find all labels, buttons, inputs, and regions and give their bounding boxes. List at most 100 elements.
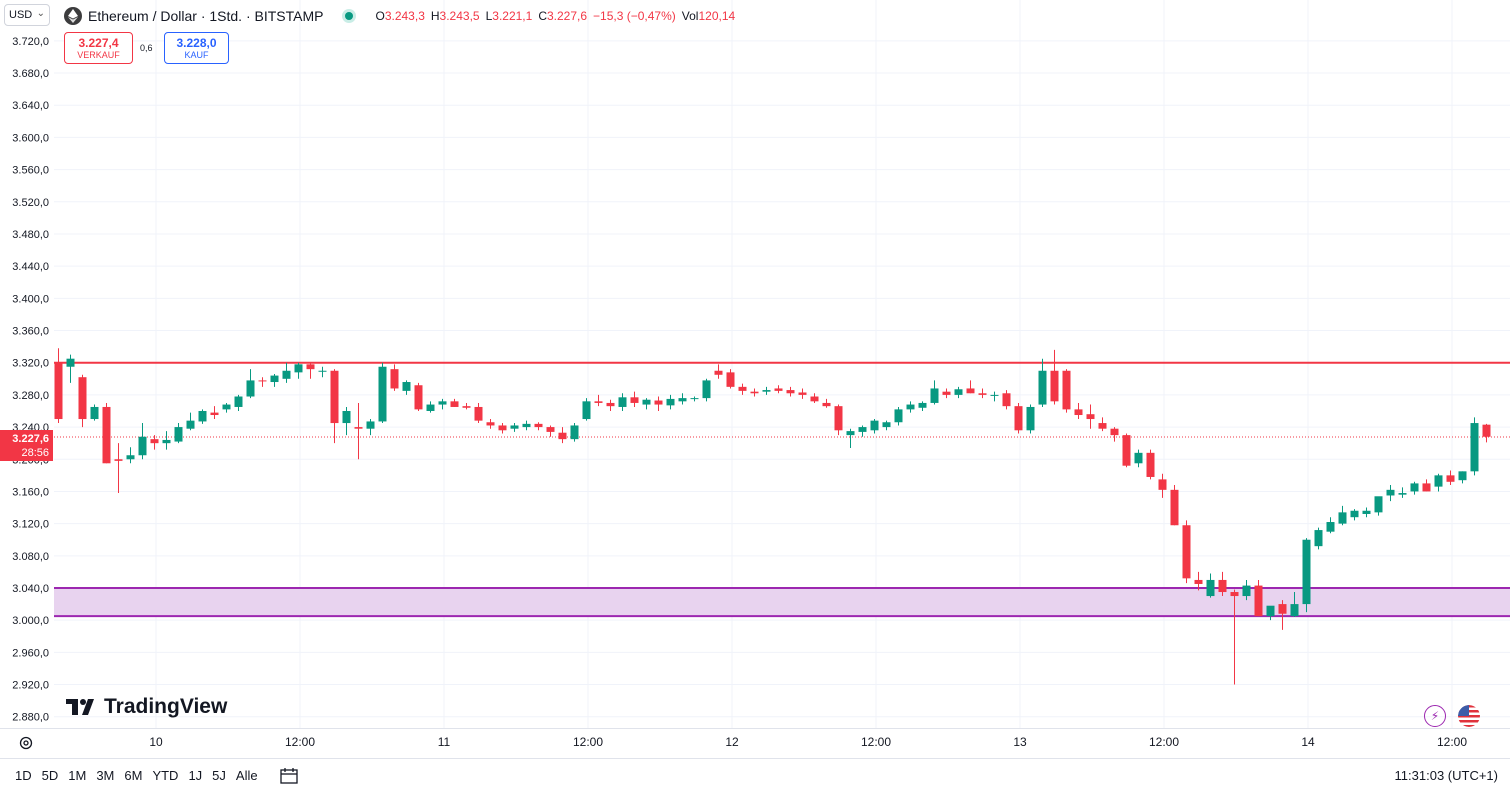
tradingview-logo[interactable]: TradingView — [66, 695, 227, 719]
y-tick-label: 3.000,0 — [12, 615, 49, 627]
x-tick-label: 11 — [438, 735, 451, 749]
range-selector: 1D 5D 1M 3M 6M YTD 1J 5J Alle — [10, 768, 263, 783]
x-tick-label: 12:00 — [1437, 735, 1467, 749]
candle-body — [1350, 510, 1359, 518]
open-label: O — [375, 9, 385, 23]
close-label: C — [538, 9, 547, 23]
y-tick-label: 3.640,0 — [12, 100, 49, 112]
candle-body — [1338, 512, 1347, 524]
candle-body — [594, 401, 603, 403]
candle-body — [1182, 525, 1191, 579]
candle-body — [942, 391, 951, 395]
candle-body — [630, 397, 639, 403]
candle-body — [246, 380, 255, 397]
candle-body — [1230, 592, 1239, 597]
candle-body — [414, 385, 423, 410]
y-tick-label: 3.360,0 — [12, 326, 49, 338]
candle-body — [1482, 424, 1491, 437]
x-tick-label: 12 — [725, 735, 739, 749]
low-value: 3.221,1 — [492, 9, 533, 23]
range-button-1j[interactable]: 1J — [188, 768, 203, 783]
symbol-title[interactable]: Ethereum / Dollar · 1Std. · BITSTAMP — [88, 8, 324, 24]
candle-body — [510, 425, 519, 429]
lightning-icon[interactable]: ⚡ — [1424, 705, 1446, 727]
y-tick-label: 3.720,0 — [12, 36, 49, 48]
range-button-alle[interactable]: Alle — [235, 768, 258, 783]
candle-body — [1446, 475, 1455, 482]
candle-body — [450, 401, 459, 407]
candle-body — [1206, 579, 1215, 597]
y-tick-label: 3.040,0 — [12, 583, 49, 595]
candle-body — [390, 369, 399, 389]
candle-body — [1026, 406, 1035, 431]
candle-body — [294, 364, 303, 373]
candle-body — [654, 400, 663, 405]
candle-body — [570, 425, 579, 440]
candle-body — [1002, 393, 1011, 407]
candle-body — [666, 398, 675, 406]
currency-select[interactable]: USD ⌄ — [4, 4, 50, 26]
ohlc-values: O3.243,3 H3.243,5 L3.221,1 C3.227,6 −15,… — [375, 9, 735, 23]
close-value: 3.227,6 — [547, 9, 588, 23]
change-value: −15,3 (−0,47%) — [593, 9, 676, 23]
candle-body — [522, 423, 531, 428]
buy-label: KAUF — [184, 49, 209, 60]
range-button-ytd[interactable]: YTD — [152, 768, 179, 783]
y-tick-label: 3.160,0 — [12, 486, 49, 498]
candle-body — [486, 422, 495, 426]
range-button-1m[interactable]: 1M — [68, 768, 87, 783]
buy-price: 3.228,0 — [176, 35, 217, 50]
candle-body — [918, 402, 927, 408]
x-tick-label: 13 — [1013, 735, 1027, 749]
buy-button[interactable]: 3.228,0 KAUF — [164, 32, 229, 64]
candle-body — [306, 364, 315, 370]
us-flag-icon[interactable] — [1458, 705, 1480, 727]
candle-body — [366, 421, 375, 429]
low-label: L — [485, 9, 493, 23]
range-button-3m[interactable]: 3M — [96, 768, 115, 783]
candle-countdown: 28:56 — [21, 446, 49, 459]
candle-body — [426, 404, 435, 411]
candle-body — [870, 420, 879, 431]
y-tick-label: 3.400,0 — [12, 293, 49, 305]
candle-body — [1254, 585, 1263, 617]
candle-body — [1278, 604, 1287, 614]
candle-body — [1362, 510, 1371, 514]
candle-body — [138, 436, 147, 456]
candle-body — [1158, 479, 1167, 490]
settings-gear-icon[interactable] — [18, 735, 34, 751]
last-price-tag: 3.227,6 28:56 — [0, 430, 53, 461]
range-button-1d[interactable]: 1D — [15, 768, 32, 783]
x-tick-label: 12:00 — [1149, 735, 1179, 749]
candle-body — [846, 431, 855, 436]
candle-body — [690, 398, 699, 400]
candle-body — [1398, 493, 1407, 495]
spread-value: 0,6 — [140, 43, 153, 53]
range-button-5j[interactable]: 5J — [212, 768, 226, 783]
candle-body — [954, 389, 963, 395]
range-button-6m[interactable]: 6M — [124, 768, 143, 783]
open-value: 3.243,3 — [384, 9, 425, 23]
date-range-icon[interactable] — [279, 767, 299, 785]
candle-body — [1014, 406, 1023, 431]
sell-button[interactable]: 3.227,4 VERKAUF — [64, 32, 133, 64]
candle-body — [678, 398, 687, 402]
candle-body — [270, 375, 279, 383]
y-tick-label: 3.560,0 — [12, 165, 49, 177]
x-tick-label: 12:00 — [573, 735, 603, 749]
candle-body — [798, 392, 807, 395]
high-label: H — [430, 9, 440, 23]
candle-body — [174, 427, 183, 442]
candle-body — [354, 427, 363, 429]
candle-body — [582, 401, 591, 420]
y-tick-label: 3.280,0 — [12, 390, 49, 402]
candle-body — [702, 380, 711, 399]
candle-body — [1458, 471, 1467, 481]
candle-body — [1374, 496, 1383, 513]
symbol-legend: Ethereum / Dollar · 1Std. · BITSTAMP O3.… — [64, 6, 735, 26]
clock-time[interactable]: 11:31:03 (UTC+1) — [1394, 768, 1498, 783]
market-status-icon[interactable] — [345, 12, 354, 20]
range-button-5d[interactable]: 5D — [41, 768, 59, 783]
chevron-down-icon: ⌄ — [36, 8, 45, 19]
